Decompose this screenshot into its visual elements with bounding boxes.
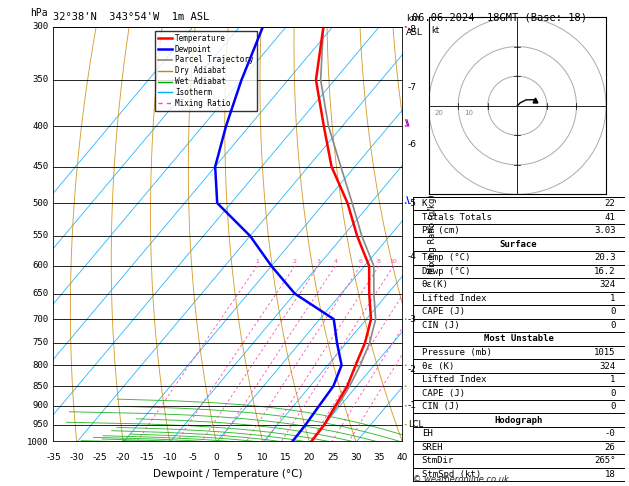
Text: hPa: hPa: [31, 8, 48, 18]
Text: ASL: ASL: [406, 28, 423, 37]
Text: 2: 2: [293, 259, 297, 264]
Text: 26: 26: [605, 443, 616, 452]
Text: K: K: [421, 199, 427, 208]
Text: -30: -30: [69, 452, 84, 462]
Text: CAPE (J): CAPE (J): [421, 389, 465, 398]
Text: 35: 35: [374, 452, 385, 462]
Text: Mixing Ratio (g/kg): Mixing Ratio (g/kg): [428, 195, 437, 274]
Text: -5: -5: [408, 199, 417, 208]
Text: -2: -2: [408, 365, 416, 374]
Text: EH: EH: [421, 429, 432, 438]
Text: SREH: SREH: [421, 443, 443, 452]
Text: 900: 900: [32, 401, 48, 410]
Text: 6: 6: [359, 259, 362, 264]
Text: 41: 41: [605, 213, 616, 222]
Text: 0: 0: [610, 308, 616, 316]
Text: 8: 8: [377, 259, 381, 264]
Text: 650: 650: [32, 289, 48, 298]
Text: CIN (J): CIN (J): [421, 321, 459, 330]
Text: 3: 3: [316, 259, 320, 264]
Text: 10: 10: [389, 259, 398, 264]
Text: 16.2: 16.2: [594, 267, 616, 276]
Text: 400: 400: [32, 122, 48, 131]
Text: Lifted Index: Lifted Index: [421, 294, 486, 303]
Text: km: km: [406, 14, 420, 22]
Legend: Temperature, Dewpoint, Parcel Trajectory, Dry Adiabat, Wet Adiabat, Isotherm, Mi: Temperature, Dewpoint, Parcel Trajectory…: [155, 31, 257, 111]
Text: 22: 22: [605, 199, 616, 208]
Text: -3: -3: [408, 314, 417, 324]
Text: LCL: LCL: [408, 420, 423, 429]
Text: 5: 5: [237, 452, 243, 462]
Text: Surface: Surface: [500, 240, 537, 249]
Text: 265°: 265°: [594, 456, 616, 465]
Text: 1: 1: [610, 375, 616, 384]
Text: -10: -10: [162, 452, 177, 462]
Text: 0: 0: [213, 452, 220, 462]
Text: θε (K): θε (K): [421, 362, 454, 370]
Text: 25: 25: [327, 452, 338, 462]
Text: 06.06.2024  18GMT (Base: 18): 06.06.2024 18GMT (Base: 18): [412, 12, 587, 22]
Text: 950: 950: [32, 420, 48, 429]
Text: 10: 10: [257, 452, 269, 462]
Text: 600: 600: [32, 261, 48, 270]
Text: 20: 20: [435, 109, 443, 116]
Text: 32°38'N  343°54'W  1m ASL: 32°38'N 343°54'W 1m ASL: [53, 12, 209, 22]
Text: -35: -35: [46, 452, 61, 462]
Text: Dewpoint / Temperature (°C): Dewpoint / Temperature (°C): [153, 469, 303, 479]
Text: 15: 15: [281, 452, 292, 462]
Text: -0: -0: [605, 429, 616, 438]
Text: Temp (°C): Temp (°C): [421, 253, 470, 262]
Text: 1000: 1000: [26, 438, 48, 447]
Text: -15: -15: [139, 452, 154, 462]
Text: -5: -5: [189, 452, 198, 462]
Text: PW (cm): PW (cm): [421, 226, 459, 235]
Text: 850: 850: [32, 382, 48, 391]
Text: kt: kt: [431, 26, 440, 35]
Text: Totals Totals: Totals Totals: [421, 213, 491, 222]
Text: 30: 30: [350, 452, 362, 462]
Text: 3.03: 3.03: [594, 226, 616, 235]
Text: 0: 0: [610, 389, 616, 398]
Text: Pressure (mb): Pressure (mb): [421, 348, 491, 357]
Text: -20: -20: [116, 452, 131, 462]
Text: -6: -6: [408, 140, 417, 149]
Text: θε(K): θε(K): [421, 280, 448, 289]
Text: -1: -1: [408, 401, 417, 410]
Text: -25: -25: [92, 452, 108, 462]
Text: 0: 0: [610, 321, 616, 330]
Text: -7: -7: [408, 83, 417, 92]
Text: CAPE (J): CAPE (J): [421, 308, 465, 316]
Text: 1015: 1015: [594, 348, 616, 357]
Text: StmDir: StmDir: [421, 456, 454, 465]
Text: 550: 550: [32, 231, 48, 241]
Text: StmSpd (kt): StmSpd (kt): [421, 470, 481, 479]
Text: 20.3: 20.3: [594, 253, 616, 262]
Text: 450: 450: [32, 162, 48, 171]
Text: CIN (J): CIN (J): [421, 402, 459, 411]
Text: 1: 1: [610, 294, 616, 303]
Text: Most Unstable: Most Unstable: [484, 334, 554, 344]
Text: 1: 1: [255, 259, 259, 264]
Text: 40: 40: [397, 452, 408, 462]
Text: © weatheronline.co.uk: © weatheronline.co.uk: [413, 474, 509, 484]
Text: Lifted Index: Lifted Index: [421, 375, 486, 384]
Text: 350: 350: [32, 75, 48, 85]
Text: 300: 300: [32, 22, 48, 31]
Text: 700: 700: [32, 314, 48, 324]
Text: 324: 324: [599, 362, 616, 370]
Text: -4: -4: [408, 252, 416, 261]
Text: 500: 500: [32, 199, 48, 208]
Text: 18: 18: [605, 470, 616, 479]
Text: Dewp (°C): Dewp (°C): [421, 267, 470, 276]
Text: 800: 800: [32, 361, 48, 370]
Text: 750: 750: [32, 338, 48, 347]
Text: 10: 10: [464, 109, 473, 116]
Text: -8: -8: [408, 24, 417, 34]
Text: 4: 4: [333, 259, 337, 264]
Text: 324: 324: [599, 280, 616, 289]
Text: 0: 0: [610, 402, 616, 411]
Text: Hodograph: Hodograph: [494, 416, 543, 425]
Text: 20: 20: [304, 452, 315, 462]
